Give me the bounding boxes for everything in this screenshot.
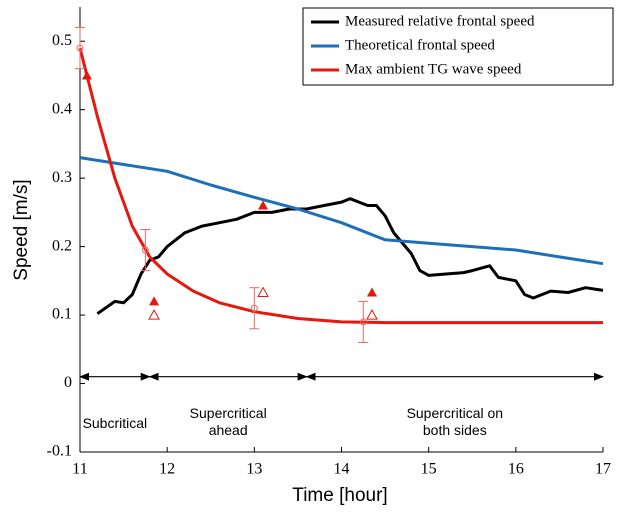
error-marker	[76, 44, 84, 52]
y-tick-label: 0.2	[52, 237, 72, 254]
filled-triangle	[258, 200, 269, 210]
filled-triangle	[149, 296, 160, 306]
error-marker	[141, 246, 149, 254]
x-axis-label: Time [hour]	[292, 485, 387, 506]
x-tick-label: 11	[72, 461, 87, 478]
error-point	[358, 300, 369, 343]
x-tick-label: 15	[421, 461, 437, 478]
filled-triangle	[367, 287, 378, 297]
open-triangle	[366, 309, 378, 320]
x-tick-label: 17	[595, 461, 611, 478]
legend-label: Theoretical frontal speed	[345, 37, 495, 53]
open-triangle	[257, 286, 269, 297]
open-triangle	[148, 309, 160, 320]
x-tick-label: 16	[508, 461, 524, 478]
error-marker	[359, 318, 367, 326]
region-label: both sides	[423, 422, 487, 438]
legend-label: Max ambient TG wave speed	[345, 61, 522, 77]
series-line	[78, 47, 603, 325]
legend-label: Measured relative frontal speed	[345, 13, 535, 29]
y-tick-label: -0.1	[47, 443, 72, 460]
filled-triangle	[81, 70, 92, 80]
error-point	[249, 287, 260, 330]
y-tick-label: 0.1	[52, 306, 72, 323]
x-tick-label: 14	[334, 461, 350, 478]
y-axis-label: Speed [m/s]	[11, 179, 32, 280]
x-tick-label: 13	[246, 461, 262, 478]
series-line	[96, 197, 604, 315]
region-label: Supercritical on	[407, 405, 504, 421]
legend-box	[302, 7, 614, 86]
error-marker	[250, 304, 258, 312]
region-label: Supercritical	[190, 405, 267, 421]
region-label: Subcritical	[83, 415, 148, 431]
x-tick-label: 12	[159, 461, 175, 478]
error-point	[75, 27, 85, 70]
y-tick-label: 0.3	[52, 169, 72, 186]
legend: Measured relative frontal speed Theoretic…	[302, 7, 614, 86]
region-label: ahead	[209, 422, 248, 438]
y-tick-label: 0.5	[52, 32, 72, 49]
y-tick-label: 0	[64, 374, 72, 391]
error-point	[140, 229, 151, 272]
series-line	[79, 156, 604, 266]
y-tick-label: 0.4	[52, 100, 72, 117]
